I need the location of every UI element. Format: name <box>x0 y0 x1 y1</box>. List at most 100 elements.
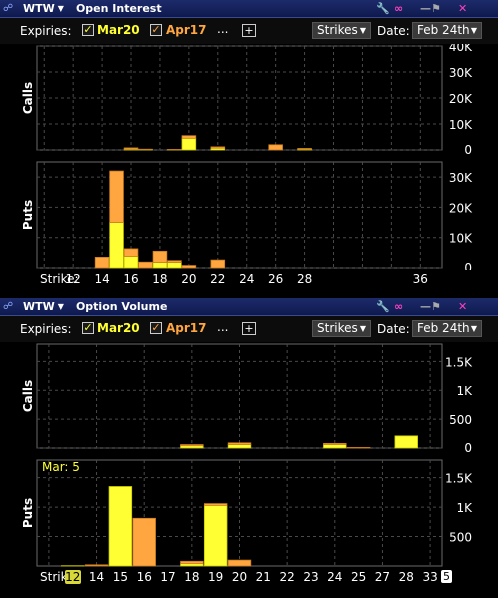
chevron-down-icon: ▼ <box>470 324 477 333</box>
panel-titlebar: ☍ WTW ▼ Open Interest 🔧 ∞ —⚑ ✕ <box>0 0 498 18</box>
wrench-icon[interactable]: 🔧 <box>376 300 390 313</box>
strike-tick-label: 20 <box>231 570 248 584</box>
expiry-apr-label[interactable]: Apr17 <box>166 23 207 37</box>
expiry-mar-checkbox[interactable]: ✓ <box>82 321 94 334</box>
cursor-value-badge: 5 <box>441 570 452 583</box>
strike-tick-label: 16 <box>136 570 152 584</box>
bar-mar20 <box>323 444 347 449</box>
expiries-label: Expiries: <box>20 322 72 336</box>
expiry-apr-label[interactable]: Apr17 <box>166 321 207 335</box>
bar-apr17 <box>210 259 226 269</box>
strike-tick-label: 14 <box>88 570 105 584</box>
chain-icon[interactable]: ∞ <box>394 2 404 15</box>
y-tick-label: 10K <box>449 232 473 246</box>
bar-mar20 <box>108 486 133 567</box>
strike-axis: Strike: 12 14 15 16 17 18 19 20 21 22 23 24 25 27 28 33… <box>0 568 498 590</box>
link-icon[interactable]: ☍ <box>3 301 14 312</box>
date-dropdown-value: Feb 24th <box>417 23 470 37</box>
panel-title: Option Volume <box>75 300 168 313</box>
symbol-selector[interactable]: WTW <box>23 300 55 313</box>
y-tick-label: 40K <box>449 44 473 54</box>
expiries-label: Expiries: <box>20 24 72 38</box>
bar-apr17 <box>297 148 312 150</box>
more-expiries[interactable]: ... <box>217 320 229 334</box>
puts-axis-label: Puts <box>21 200 35 230</box>
date-dropdown-value: Feb 24th <box>417 321 470 335</box>
calls-plot-area <box>36 343 443 449</box>
bar-apr17 <box>94 256 110 269</box>
bar-apr17 <box>210 146 226 149</box>
bar-apr17 <box>203 503 228 506</box>
chevron-down-icon[interactable]: ▼ <box>57 302 64 311</box>
panel-title: Open Interest <box>75 2 162 15</box>
y-tick-label: 500 <box>449 413 472 427</box>
calls-axis-label: Calls <box>21 82 35 114</box>
add-expiry-button[interactable]: + <box>242 322 256 335</box>
pin-icon[interactable]: —⚑ <box>420 300 441 313</box>
expiry-mar-checkbox[interactable]: ✓ <box>82 23 94 36</box>
y-tick-label: 0 <box>464 143 472 157</box>
strikes-dropdown[interactable]: Strikes ▼ <box>312 22 371 39</box>
chevron-down-icon[interactable]: ▼ <box>57 4 64 13</box>
bar-apr17 <box>123 248 139 257</box>
y-tick-label: 0 <box>464 441 472 455</box>
strike-tick-label: 23 <box>303 570 319 584</box>
date-dropdown[interactable]: Feb 24th ▼ <box>412 320 482 337</box>
puts-plot-area <box>36 161 443 269</box>
more-expiries[interactable]: ... <box>217 22 229 36</box>
symbol-selector[interactable]: WTW <box>23 2 55 15</box>
strike-tick-label: 16 <box>123 272 139 286</box>
strike-tick-label: 36 <box>412 272 428 286</box>
strike-tick-label: 19 <box>208 570 224 584</box>
link-icon[interactable]: ☍ <box>3 3 14 14</box>
strike-tick-label: 12 <box>65 272 81 286</box>
bar-apr17 <box>181 265 197 269</box>
close-icon[interactable]: ✕ <box>458 2 468 15</box>
bar-mar20 <box>181 137 197 151</box>
strike-tick-label: 21 <box>255 570 271 584</box>
bar-apr17 <box>181 135 197 139</box>
expiry-apr-checkbox[interactable]: ✓ <box>150 321 162 334</box>
close-icon[interactable]: ✕ <box>458 300 468 313</box>
strike-tick-label: 26 <box>268 272 284 286</box>
strike-tick-label: 17 <box>160 570 176 584</box>
chain-icon[interactable]: ∞ <box>394 300 404 313</box>
bar-apr17 <box>152 250 168 263</box>
bar-apr17 <box>138 261 153 269</box>
y-tick-label: 500 <box>449 531 472 545</box>
option-volume-chart: 0 500 1K 1.5K Calls 500 1K 1.5K Puts <box>21 343 473 567</box>
y-tick-label: 1.5K <box>445 472 473 486</box>
open-interest-chart: 0 10K 20K 30K 40K Calls 0 10K 20K 30K Puts <box>21 44 473 270</box>
date-dropdown[interactable]: Feb 24th ▼ <box>412 22 482 39</box>
pin-icon[interactable]: —⚑ <box>420 2 441 15</box>
bar-apr17 <box>346 447 371 449</box>
bar-apr17 <box>180 560 204 565</box>
strikes-dropdown[interactable]: Strikes ▼ <box>312 320 371 337</box>
expiry-apr-checkbox[interactable]: ✓ <box>150 23 162 36</box>
y-tick-label: 1K <box>456 501 473 515</box>
strike-tick-label: 20 <box>181 272 197 286</box>
strike-tick-label: 24 <box>239 272 255 286</box>
strike-tick-label: 15 <box>112 570 129 584</box>
bar-apr17 <box>227 442 252 445</box>
add-expiry-button[interactable]: + <box>242 24 256 37</box>
strike-tick-label: 33 <box>422 570 438 584</box>
expiry-mar-label[interactable]: Mar20 <box>97 321 140 335</box>
expiry-mar-label[interactable]: Mar20 <box>97 23 140 37</box>
date-label: Date: <box>377 24 410 38</box>
strike-tick-label: 22 <box>279 570 295 584</box>
strike-tick-label: 18 <box>184 570 200 584</box>
bar-apr17 <box>84 564 109 567</box>
panel-toolbar: Expiries: ✓ Mar20 ✓ Apr17 ... + Strikes … <box>0 18 498 44</box>
y-tick-label: 20K <box>449 92 473 106</box>
chevron-down-icon: ▼ <box>359 324 366 333</box>
strike-tick-label: 18 <box>152 272 168 286</box>
bar-mar20 <box>123 256 139 269</box>
y-tick-label: 10K <box>449 118 473 132</box>
strike-tick-label: 28 <box>296 272 313 286</box>
wrench-icon[interactable]: 🔧 <box>376 2 390 15</box>
strike-axis: Strike: 12 14 16 18 20 22 24 26 28 36 <box>0 270 498 292</box>
strike-tick-label: 25 <box>350 570 367 584</box>
strikes-dropdown-label: Strikes <box>317 321 358 335</box>
y-tick-label: 30K <box>449 171 473 185</box>
